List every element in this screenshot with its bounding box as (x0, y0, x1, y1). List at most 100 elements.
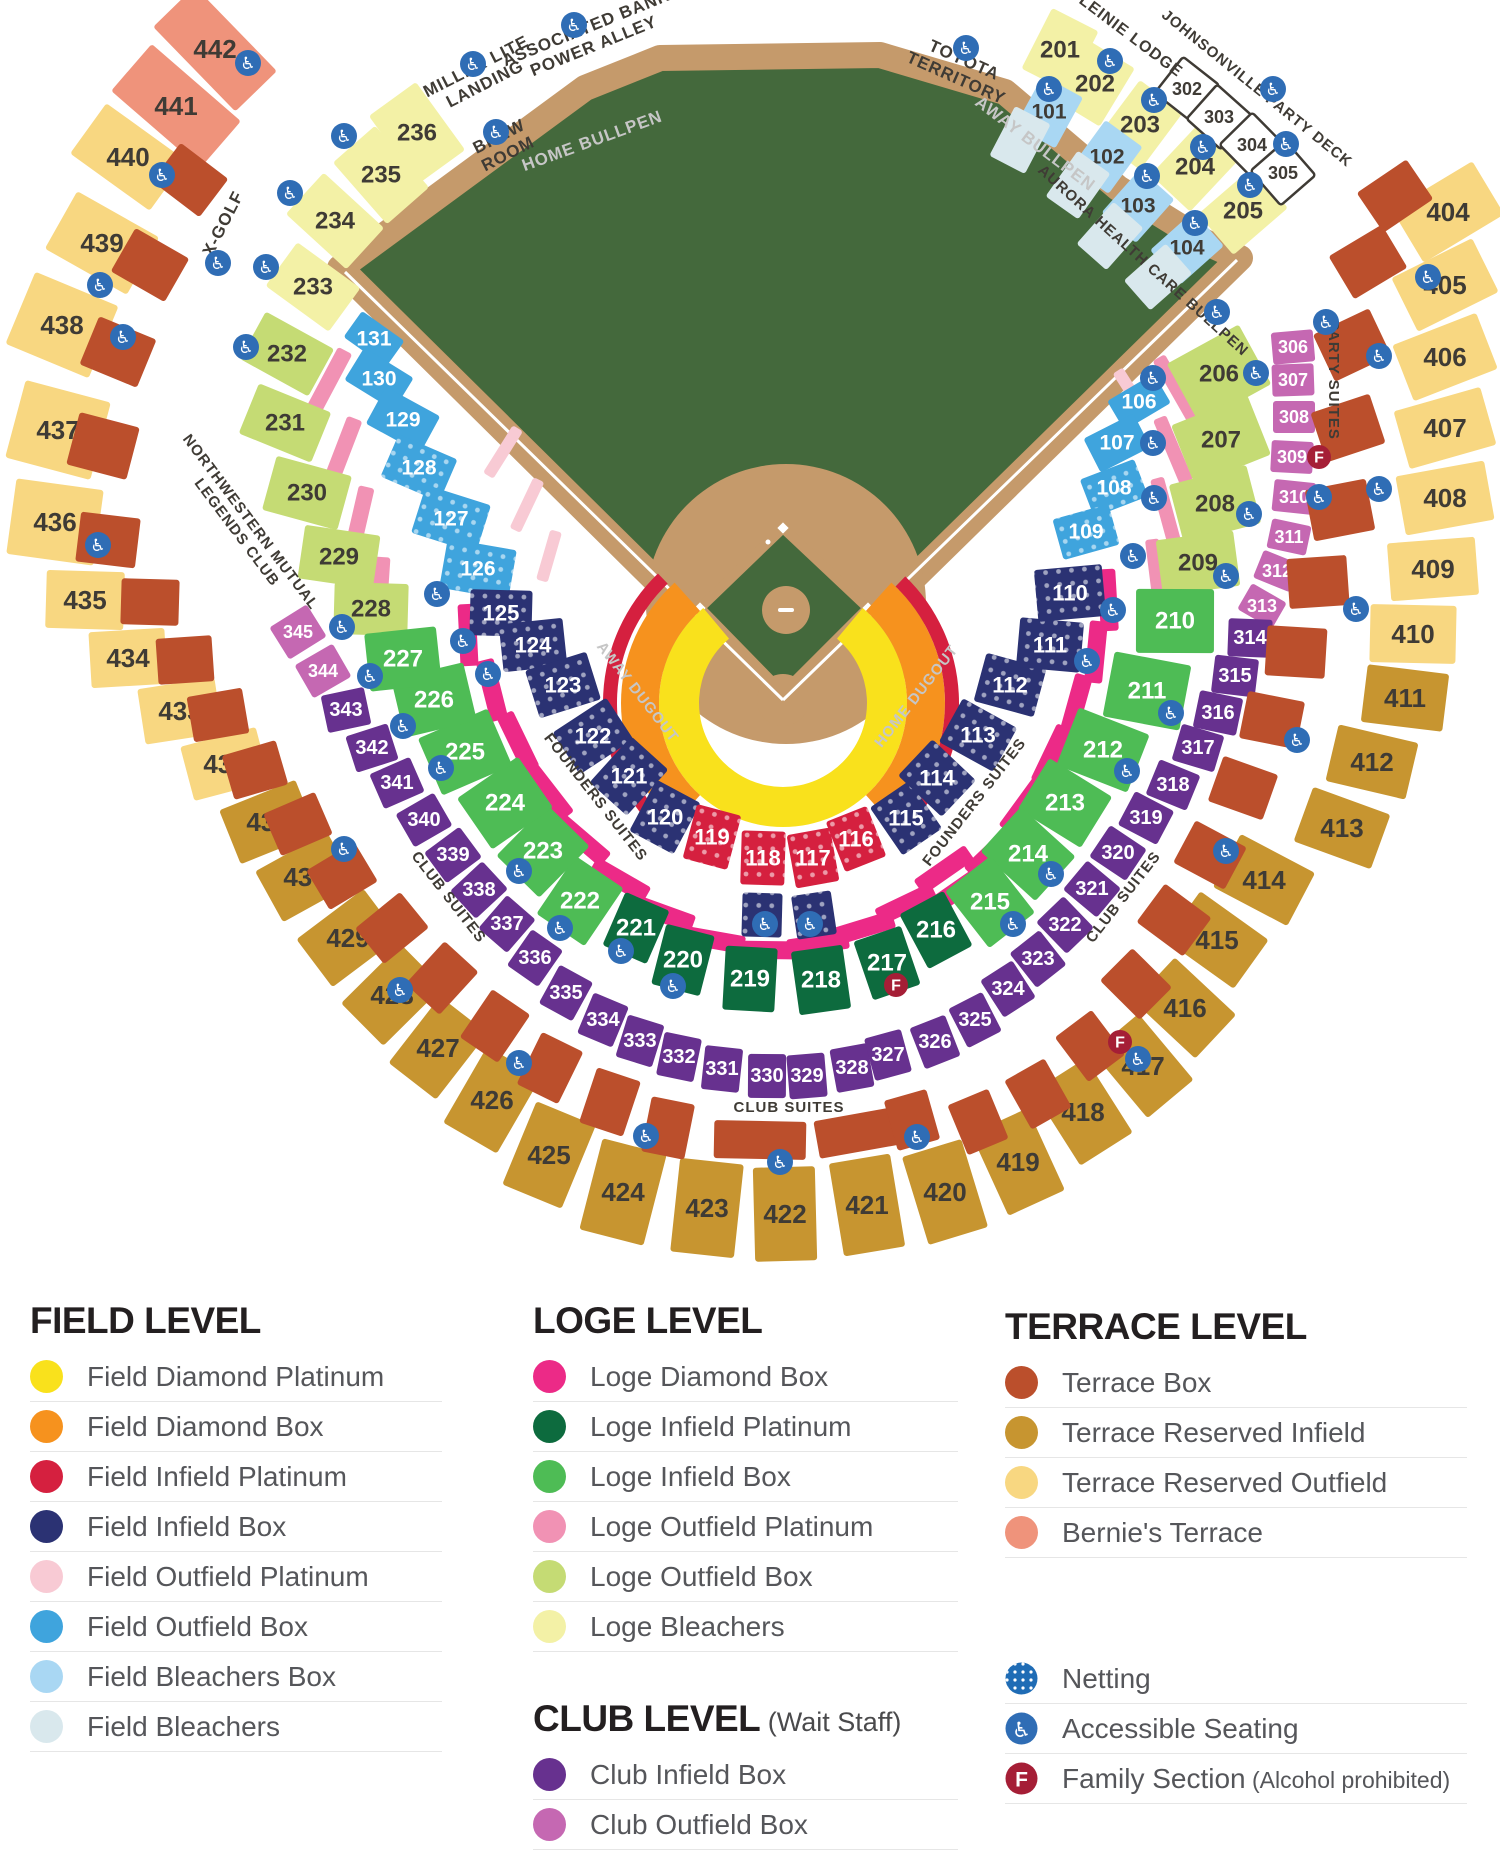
section-343[interactable]: 343 (321, 687, 372, 733)
section-435[interactable]: 435 (45, 569, 125, 631)
section-126[interactable]: 126 (439, 538, 517, 600)
section-328[interactable]: 328 (829, 1043, 875, 1093)
section-406[interactable]: 406 (1392, 313, 1498, 402)
section-420[interactable]: 420 (902, 1139, 988, 1245)
section-411[interactable]: 411 (1361, 664, 1449, 732)
section-113[interactable]: 113 (939, 698, 1017, 772)
section-107[interactable]: 107 (1083, 413, 1150, 472)
section-409[interactable]: 409 (1387, 536, 1479, 602)
section-327[interactable]: 327 (864, 1029, 912, 1081)
section-335[interactable]: 335 (539, 965, 593, 1022)
section-315[interactable]: 315 (1211, 654, 1259, 698)
section-412[interactable]: 412 (1325, 724, 1418, 800)
section-408[interactable]: 408 (1395, 460, 1495, 536)
section-314[interactable]: 314 (1227, 618, 1273, 658)
section-123[interactable]: 123 (525, 652, 601, 719)
section-423[interactable]: 423 (670, 1158, 744, 1258)
section-338[interactable]: 338 (450, 861, 508, 919)
section-119[interactable]: 119 (683, 804, 742, 870)
section-410[interactable]: 410 (1369, 604, 1457, 664)
section-337[interactable]: 337 (478, 895, 536, 953)
section-131[interactable]: 131 (344, 311, 405, 367)
section-210[interactable]: 210 (1135, 588, 1215, 654)
section-333[interactable]: 333 (615, 1014, 664, 1067)
section-326[interactable]: 326 (909, 1015, 960, 1070)
section-407[interactable]: 407 (1394, 387, 1497, 469)
section-218[interactable]: 218 (791, 945, 851, 1016)
section-336[interactable]: 336 (507, 929, 563, 987)
section-310[interactable]: 310 (1271, 479, 1317, 515)
section-330[interactable]: 330 (747, 1053, 787, 1099)
section-321[interactable]: 321 (1063, 860, 1121, 917)
section-109[interactable]: 109 (1052, 504, 1119, 560)
section-441[interactable]: 441 (111, 44, 241, 168)
section-317[interactable]: 317 (1171, 723, 1224, 772)
section-320[interactable]: 320 (1089, 825, 1147, 881)
section-404[interactable]: 404 (1392, 161, 1500, 263)
section-230[interactable]: 230 (262, 456, 352, 531)
section-216[interactable]: 216 (899, 891, 972, 969)
section-332[interactable]: 332 (656, 1032, 702, 1083)
section-231[interactable]: 231 (239, 383, 332, 462)
section-442[interactable]: 442 (153, 0, 277, 112)
section-121[interactable]: 121 (590, 736, 669, 816)
section-110[interactable]: 110 (1034, 564, 1106, 622)
section-115[interactable]: 115 (870, 781, 942, 856)
section-111[interactable]: 111 (1016, 617, 1084, 673)
section-234[interactable]: 234 (286, 173, 384, 270)
section-219[interactable]: 219 (722, 945, 778, 1013)
section-124[interactable]: 124 (498, 618, 568, 672)
section-427[interactable]: 427 (389, 996, 488, 1099)
section-232[interactable]: 232 (240, 312, 334, 397)
section-117[interactable]: 117 (787, 828, 840, 889)
section-329[interactable]: 329 (786, 1052, 828, 1100)
section-122[interactable]: 122 (553, 698, 634, 775)
section-224[interactable]: 224 (457, 756, 553, 849)
section-316[interactable]: 316 (1193, 690, 1244, 736)
section-118[interactable]: 118 (740, 830, 786, 886)
section-108[interactable]: 108 (1080, 459, 1148, 517)
section-308[interactable]: 308 (1273, 401, 1315, 433)
section-341[interactable]: 341 (369, 757, 425, 809)
section-313[interactable]: 313 (1237, 583, 1287, 629)
section-213[interactable]: 213 (1018, 758, 1113, 848)
section-201[interactable]: 201 (1021, 8, 1098, 92)
section-422[interactable]: 422 (752, 1166, 818, 1262)
section-120[interactable]: 120 (629, 780, 700, 855)
section-340[interactable]: 340 (395, 793, 452, 848)
section-334[interactable]: 334 (577, 992, 629, 1047)
section-319[interactable]: 319 (1118, 791, 1175, 845)
section-434[interactable]: 434 (88, 627, 168, 689)
section-233[interactable]: 233 (266, 242, 361, 332)
section-205[interactable]: 205 (1198, 167, 1288, 255)
section-405[interactable]: 405 (1391, 238, 1498, 332)
section-306[interactable]: 306 (1270, 329, 1316, 365)
section-129[interactable]: 129 (366, 387, 441, 454)
section-323[interactable]: 323 (1009, 930, 1066, 988)
section-309[interactable]: 309 (1270, 440, 1314, 474)
section-421[interactable]: 421 (829, 1154, 906, 1257)
section-325[interactable]: 325 (948, 992, 1002, 1048)
section-331[interactable]: 331 (701, 1045, 743, 1093)
section-128[interactable]: 128 (380, 434, 457, 502)
section-235[interactable]: 235 (333, 126, 429, 225)
section-425[interactable]: 425 (502, 1101, 596, 1209)
section-342[interactable]: 342 (345, 723, 399, 773)
section-227[interactable]: 227 (364, 626, 442, 692)
section-236[interactable]: 236 (369, 82, 465, 184)
section-424[interactable]: 424 (579, 1138, 667, 1246)
section-208[interactable]: 208 (1169, 465, 1262, 543)
section-344[interactable]: 344 (294, 644, 351, 699)
section-324[interactable]: 324 (980, 960, 1036, 1018)
section-114[interactable]: 114 (898, 739, 976, 817)
section-307[interactable]: 307 (1271, 363, 1315, 397)
section-127[interactable]: 127 (411, 485, 491, 553)
section-322[interactable]: 322 (1036, 896, 1094, 954)
section-116[interactable]: 116 (826, 806, 887, 872)
section-339[interactable]: 339 (424, 827, 482, 884)
section-207[interactable]: 207 (1171, 395, 1271, 485)
section-112[interactable]: 112 (974, 653, 1047, 717)
section-318[interactable]: 318 (1145, 759, 1200, 811)
section-305[interactable]: 305 (1250, 140, 1316, 206)
section-345[interactable]: 345 (269, 604, 326, 660)
